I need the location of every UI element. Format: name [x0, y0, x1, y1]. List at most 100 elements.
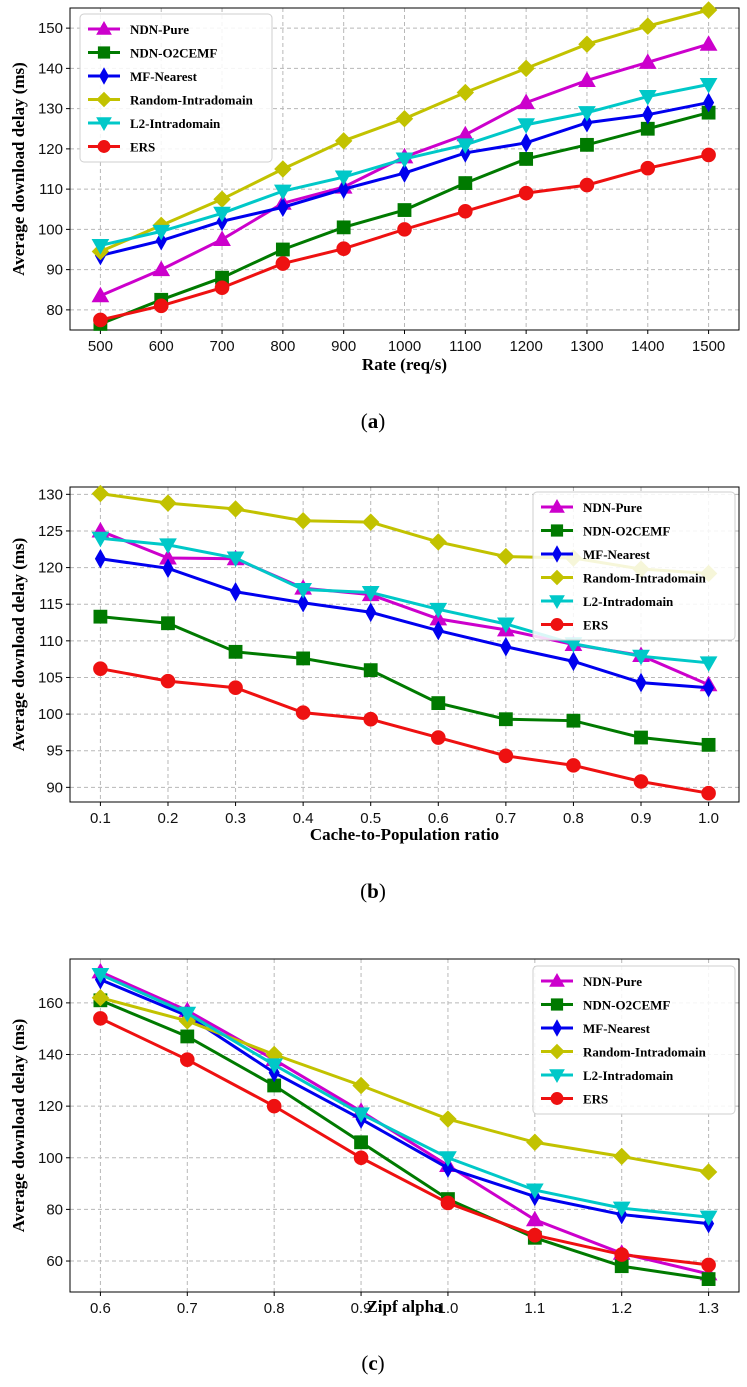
chart-b-data-point — [634, 730, 648, 745]
chart-b-legend-label: NDN-O2CEMF — [583, 524, 670, 539]
chart-c-data-point — [525, 1183, 544, 1200]
chart-c-series-line — [99, 1017, 709, 1267]
chart-c-data-point — [439, 1110, 457, 1128]
chart-a-data-point — [517, 118, 535, 134]
chart-a-data-point — [152, 260, 171, 277]
chart-b-legend: NDN-Pure NDN-O2CEMF MF-Nearest Random-Intra… — [532, 491, 736, 641]
chart-a-legend-label: Random-Intradomain — [130, 93, 254, 108]
chart-b-series-line — [100, 615, 709, 747]
chart-b-data-point — [161, 616, 175, 631]
chart-c-data-point — [266, 1098, 282, 1114]
chart-c-data-point — [442, 1158, 454, 1178]
chart-a-data-point — [520, 133, 532, 153]
chart-a-legend-marker — [99, 67, 109, 85]
chart-c-xtick-label: 1.1 — [524, 1300, 545, 1317]
chart-c-ytick-label: 160 — [38, 995, 63, 1012]
chart-c-data-point — [440, 1195, 456, 1211]
chart-b-xtick-label: 0.8 — [563, 810, 584, 827]
chart-c-data-point — [701, 1272, 716, 1286]
chart-a-data-point — [152, 224, 171, 241]
chart-a-data-point — [519, 152, 534, 166]
chart-a-data-point — [699, 77, 718, 94]
chart-a-ytick-label: 150 — [38, 20, 63, 37]
chart-a-data-point — [213, 206, 231, 223]
chart-c-ticks: 60 80 100 120 140 160 0.6 0.7 0.8 0.9 1.0 1.1 1.2 1.3 — [38, 995, 719, 1317]
chart-b-ytick-label: 90 — [46, 779, 63, 796]
chart-c-series-line — [99, 973, 709, 1219]
chart-c-ytick-label: 120 — [38, 1098, 63, 1115]
chart-b-ytick-label: 115 — [39, 596, 63, 613]
chart-a-data-point — [336, 241, 351, 256]
chart-a-data-point — [398, 163, 411, 183]
chart-b-legend-marker — [549, 595, 565, 610]
chart-a-xtick-label: 700 — [210, 338, 235, 355]
chart-b-data-point — [93, 609, 108, 624]
chart-b-ytick-label: 125 — [38, 523, 63, 540]
chart-a-data-point — [275, 256, 291, 271]
chart-b-series-line — [100, 667, 709, 795]
chart-c-xtick-label: 0.8 — [264, 1300, 285, 1317]
chart-c-data-point — [91, 989, 110, 1007]
chart-b-data-point — [94, 548, 106, 569]
chart-a-data-point — [581, 112, 593, 133]
chart-b-data-point — [91, 531, 110, 548]
chart-c-legend-marker — [552, 1019, 562, 1037]
chart-a-data-point — [213, 190, 231, 208]
chart-c-data-point — [178, 1006, 197, 1023]
chart-c-data-point — [527, 1227, 543, 1243]
chart-a-data-point — [699, 1, 718, 19]
chart-c-series-line — [99, 998, 709, 1281]
chart-a-data-point — [275, 242, 290, 257]
chart-c-xtick-label: 1.3 — [698, 1300, 719, 1317]
chart-a-xtick-label: 1000 — [388, 338, 421, 355]
chart-a-xlabel: Rate (req/s) — [362, 355, 447, 374]
chart-b-data-point — [701, 785, 716, 801]
chart-a-ticks: 80 90 100 110 120 130 140 150 500 600 700 800 900 100… — [38, 20, 725, 355]
chart-b-xtick-label: 0.5 — [360, 810, 381, 827]
chart-b-data-point — [699, 656, 718, 672]
chart-a-data-point — [640, 160, 656, 176]
chart-b-data-point — [431, 696, 446, 711]
chart-b-data-point — [703, 677, 715, 698]
chart-a-series-4 — [91, 77, 718, 255]
chart-c-data-point — [352, 1076, 370, 1095]
chart-c-data-point — [701, 1257, 716, 1273]
chart-b-data-point — [497, 547, 515, 566]
chart-a-data-point — [518, 185, 534, 201]
chart-a-data-point — [458, 176, 473, 190]
chart-a-legend-marker — [96, 91, 112, 108]
chart-b-xtick-label: 0.2 — [158, 810, 179, 827]
chart-a-ytick-label: 140 — [38, 60, 63, 77]
chart-c-data-point — [439, 1151, 457, 1167]
chart-b-legend-label: L2-Intradomain — [583, 594, 674, 609]
chart-a-xtick-label: 1500 — [692, 338, 725, 355]
chart-b-legend-marker — [550, 524, 564, 537]
chart-b-data-point — [363, 663, 378, 678]
chart-a-xtick-label: 500 — [88, 338, 113, 355]
chart-a-ytick-label: 80 — [46, 302, 63, 319]
chart-b-data-point — [498, 748, 514, 764]
chart-a-xtick-label: 1400 — [631, 338, 664, 355]
chart-c-data-point — [526, 1133, 544, 1151]
chart-a-legend-label: ERS — [130, 140, 155, 155]
chart-b-data-point — [498, 712, 513, 727]
chart-c-legend-label: NDN-Pure — [583, 974, 642, 989]
chart-c-ytick-label: 80 — [46, 1201, 63, 1218]
chart-b-data-point — [362, 513, 380, 531]
chart-a-xtick-label: 1100 — [449, 338, 481, 355]
chart-b-xtick-label: 0.7 — [495, 810, 516, 827]
chart-b-data-point — [296, 651, 311, 666]
chart-b-data-point — [363, 711, 379, 727]
chart-a-legend-marker — [96, 20, 112, 35]
chart-b-ytick-label: 95 — [46, 743, 63, 760]
chart-a-data-point — [699, 35, 718, 51]
chart-a-ytick-label: 110 — [39, 181, 63, 198]
chart-a-data-point — [277, 197, 289, 218]
chart-b-data-point — [567, 651, 579, 672]
chart-b-data-point — [632, 649, 650, 666]
chart-b-ytick-label: 130 — [38, 486, 63, 503]
chart-b-data-point — [432, 620, 444, 641]
chart-b-data-point — [429, 533, 447, 551]
chart-a-data-point — [642, 104, 654, 125]
chart-b-data-point — [429, 602, 448, 619]
